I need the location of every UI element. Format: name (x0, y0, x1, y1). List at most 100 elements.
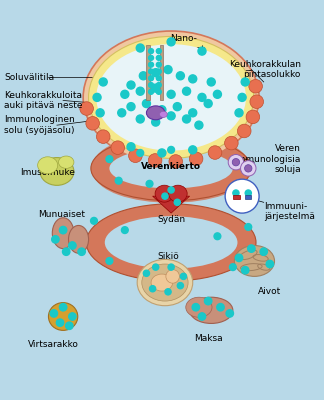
Circle shape (189, 75, 197, 83)
Text: Immunologinen
solu (syöjäsolu): Immunologinen solu (syöjäsolu) (5, 116, 75, 135)
Ellipse shape (38, 157, 58, 174)
Circle shape (97, 130, 110, 144)
Circle shape (148, 154, 162, 167)
Circle shape (166, 270, 179, 283)
Circle shape (106, 258, 113, 264)
Circle shape (168, 187, 174, 193)
Circle shape (156, 49, 161, 54)
Text: Maksa: Maksa (194, 334, 223, 343)
Circle shape (149, 82, 154, 88)
Ellipse shape (155, 185, 174, 202)
Text: Verenkierto: Verenkierto (141, 162, 201, 171)
Circle shape (149, 56, 154, 60)
Ellipse shape (96, 44, 246, 151)
Circle shape (86, 116, 99, 130)
Circle shape (182, 115, 191, 123)
Circle shape (238, 93, 246, 101)
Ellipse shape (169, 185, 187, 202)
Text: Nano-
hiukkaset: Nano- hiukkaset (162, 34, 205, 54)
Circle shape (164, 66, 172, 74)
Ellipse shape (91, 136, 251, 201)
Circle shape (233, 190, 239, 196)
Circle shape (139, 72, 147, 80)
Circle shape (156, 62, 161, 67)
Circle shape (149, 62, 154, 67)
Polygon shape (153, 196, 190, 213)
Circle shape (169, 155, 182, 168)
Circle shape (246, 110, 260, 124)
Circle shape (149, 69, 154, 74)
Circle shape (167, 112, 175, 120)
Circle shape (156, 76, 161, 81)
Circle shape (115, 177, 122, 184)
Circle shape (137, 150, 144, 156)
Ellipse shape (151, 274, 173, 291)
Circle shape (146, 180, 153, 187)
Ellipse shape (105, 216, 237, 269)
Text: Veren
immunologisia
soluja: Veren immunologisia soluja (234, 144, 301, 174)
Circle shape (182, 87, 191, 95)
Circle shape (143, 270, 149, 276)
Circle shape (192, 304, 200, 311)
Ellipse shape (102, 144, 240, 193)
Text: Soluvälitila: Soluvälitila (5, 73, 55, 82)
Circle shape (129, 149, 142, 162)
Circle shape (152, 84, 160, 92)
Circle shape (240, 161, 256, 176)
Circle shape (156, 89, 161, 94)
Ellipse shape (234, 246, 274, 276)
Circle shape (189, 152, 203, 166)
Circle shape (136, 87, 144, 95)
Circle shape (153, 264, 159, 270)
Ellipse shape (52, 218, 74, 249)
Circle shape (245, 165, 252, 172)
Text: Keuhkorakkuloita
auki pitävä neste: Keuhkorakkuloita auki pitävä neste (5, 91, 83, 110)
Circle shape (127, 103, 135, 111)
Ellipse shape (137, 260, 193, 306)
Circle shape (165, 289, 171, 295)
Circle shape (208, 146, 222, 159)
Text: Munuaiset: Munuaiset (39, 210, 86, 219)
Ellipse shape (49, 303, 78, 330)
Circle shape (217, 304, 224, 311)
Circle shape (189, 109, 197, 117)
Ellipse shape (186, 297, 212, 317)
Circle shape (121, 90, 129, 98)
Ellipse shape (68, 226, 88, 253)
Circle shape (149, 49, 154, 54)
Ellipse shape (146, 106, 165, 120)
Circle shape (214, 233, 221, 240)
Polygon shape (234, 194, 240, 199)
Circle shape (229, 264, 236, 270)
Circle shape (136, 44, 144, 52)
Ellipse shape (83, 31, 259, 164)
Circle shape (198, 313, 206, 320)
Circle shape (204, 100, 212, 108)
Circle shape (168, 264, 174, 270)
Circle shape (189, 146, 197, 154)
Circle shape (106, 156, 113, 162)
Circle shape (111, 141, 124, 154)
Circle shape (198, 93, 206, 101)
Polygon shape (160, 45, 163, 100)
Circle shape (225, 179, 259, 213)
Circle shape (174, 199, 180, 206)
Polygon shape (245, 194, 251, 199)
Ellipse shape (142, 264, 188, 301)
Ellipse shape (110, 148, 233, 188)
Circle shape (52, 236, 59, 243)
Circle shape (65, 322, 73, 330)
Circle shape (136, 115, 144, 123)
Circle shape (158, 149, 166, 157)
Ellipse shape (86, 204, 256, 281)
Ellipse shape (40, 158, 74, 185)
Text: Keuhkorakkulan
pintasolukko: Keuhkorakkulan pintasolukko (229, 60, 301, 79)
Circle shape (80, 102, 93, 115)
Text: Imusolmuke: Imusolmuke (20, 168, 75, 178)
Circle shape (245, 224, 252, 230)
Circle shape (152, 118, 160, 126)
Text: Immuuni-
järjestelmä: Immuuni- järjestelmä (264, 202, 315, 221)
Circle shape (93, 93, 101, 101)
Circle shape (69, 313, 76, 320)
Circle shape (235, 254, 243, 262)
